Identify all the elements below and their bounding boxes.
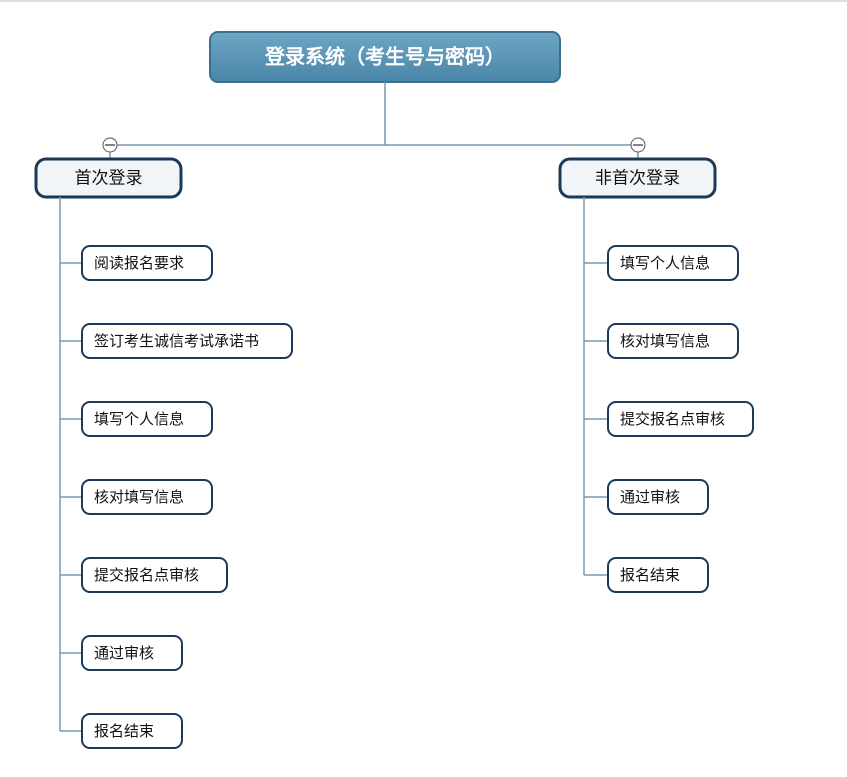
leaf-label: 签订考生诚信考试承诺书 <box>94 333 259 350</box>
leaf-label: 报名结束 <box>94 723 154 740</box>
branch-label: 首次登录 <box>75 168 143 187</box>
leaf-label: 报名结束 <box>620 567 680 584</box>
leaf-label: 核对填写信息 <box>94 489 184 506</box>
root-label: 登录系统（考生号与密码） <box>264 44 505 68</box>
branch-label: 非首次登录 <box>595 168 680 187</box>
leaf-label: 提交报名点审核 <box>620 410 725 428</box>
leaf-label: 核对填写信息 <box>620 333 710 350</box>
leaf-label: 阅读报名要求 <box>94 255 184 272</box>
leaf-label: 通过审核 <box>94 645 154 662</box>
leaf-label: 提交报名点审核 <box>94 566 199 584</box>
leaf-label: 填写个人信息 <box>620 255 710 272</box>
mindmap-diagram: 登录系统（考生号与密码）首次登录阅读报名要求签订考生诚信考试承诺书填写个人信息核… <box>0 0 847 777</box>
leaf-label: 填写个人信息 <box>94 411 184 428</box>
leaf-label: 通过审核 <box>620 489 680 506</box>
